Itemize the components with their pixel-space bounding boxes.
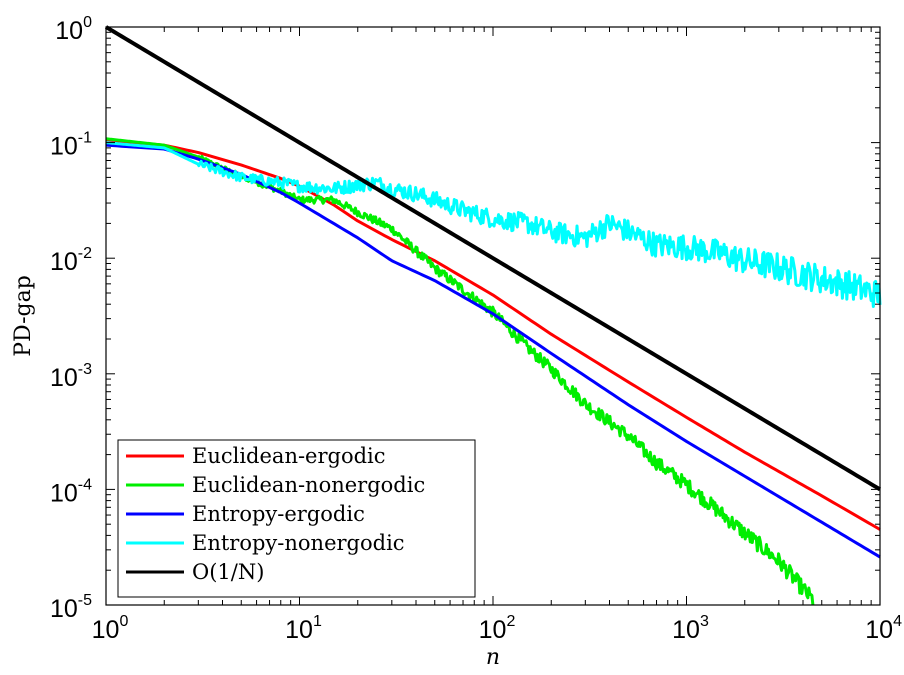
x-tick-label: 103 [672,613,709,644]
y-tick-label: 100 [55,14,92,45]
series-layer [104,25,882,606]
legend-label: Euclidean-ergodic [192,444,386,468]
y-tick-label: 10-5 [50,592,92,623]
y-tick-label: 10-1 [50,130,92,161]
x-tick-label: 100 [92,613,129,644]
series-line-o-1-n [104,25,882,492]
y-tick-label: 10-4 [50,476,92,507]
x-axis-label: n [486,645,500,670]
series-line-euclidean-ergodic [105,138,881,531]
legend-label: Entropy-ergodic [192,502,365,526]
legend-label: O(1/N) [192,560,264,584]
series-line-entropy-nonergodic [105,141,882,309]
legend: Euclidean-ergodic Euclidean-nonergodic Ent… [117,439,476,598]
x-tick-label: 101 [285,613,322,644]
y-tick-label: 10-3 [50,361,92,392]
x-tick-label: 102 [479,613,516,644]
legend-label: Euclidean-nonergodic [192,473,425,497]
ticks-layer: 100 101 102 103 104 10-5 10-4 10-3 10-2 10-1 100 [50,14,902,644]
x-tick-label: 104 [865,613,902,644]
y-axis-label: PD-gap [11,275,36,357]
legend-label: Entropy-nonergodic [192,531,405,555]
y-tick-label: 10-2 [50,245,92,276]
